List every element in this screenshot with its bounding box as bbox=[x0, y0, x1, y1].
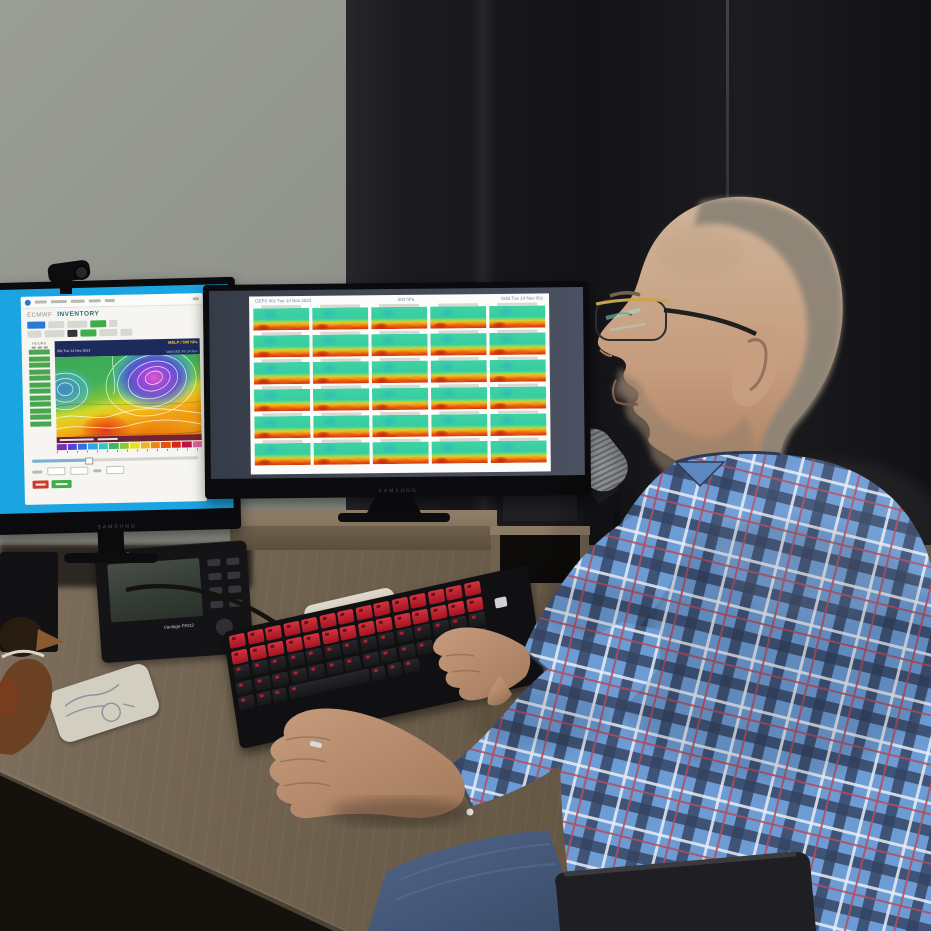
map-contours bbox=[55, 354, 202, 437]
person-ear bbox=[732, 323, 780, 407]
webcam-lens bbox=[74, 265, 89, 280]
person-glasses bbox=[595, 298, 758, 341]
mouth bbox=[615, 400, 639, 406]
person-hair bbox=[694, 198, 843, 462]
left-monitor-screen: ECMWF INVENTORY bbox=[0, 283, 234, 515]
browser-page: ECMWF INVENTORY bbox=[20, 293, 207, 505]
wooden-duck bbox=[0, 617, 64, 755]
chair-armrest bbox=[555, 851, 816, 931]
person-jeans bbox=[368, 830, 596, 931]
weather-map: 00z Tue 14 Nov 2023 MSLP / 500 hPa Valid… bbox=[54, 338, 202, 454]
wedding-ring bbox=[309, 741, 322, 748]
speaker-stand-top bbox=[490, 526, 590, 535]
page-body: HOURS 00z Tue 14 Nov 2023 MSLP / 500 hPa… bbox=[22, 334, 206, 454]
eyebrow bbox=[609, 291, 641, 298]
webcam-clip bbox=[60, 278, 72, 294]
right-monitor-stand bbox=[366, 495, 422, 515]
left-monitor-stand-base bbox=[64, 553, 158, 563]
right-monitor-stand-base bbox=[338, 513, 450, 522]
person-hand-near bbox=[269, 708, 470, 826]
left-monitor: ECMWF INVENTORY bbox=[0, 276, 242, 536]
coaster-with-notes bbox=[46, 661, 162, 745]
map-canvas[interactable] bbox=[55, 354, 202, 444]
shirt-collar bbox=[675, 450, 781, 464]
speaker-stand-leg bbox=[491, 535, 500, 585]
